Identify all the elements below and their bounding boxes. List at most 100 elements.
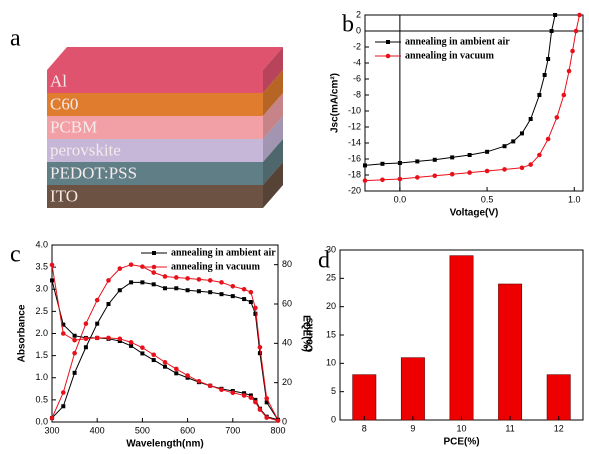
marker [248, 289, 254, 295]
y-tick-label: 2.0 [35, 328, 48, 338]
marker [230, 390, 236, 396]
x-tick-label: 500 [135, 425, 150, 435]
marker [573, 28, 579, 34]
marker [257, 407, 263, 412]
marker [397, 176, 403, 182]
marker [117, 288, 122, 293]
y-tick-label: 4.0 [35, 239, 48, 249]
layer-side [263, 139, 283, 185]
marker [61, 390, 66, 395]
y-tick-label: -12 [348, 121, 361, 131]
y-tick-label: 1.0 [35, 372, 48, 382]
marker [61, 331, 66, 336]
marker [257, 344, 263, 350]
marker [140, 351, 145, 356]
y-tick-label: 3.0 [35, 284, 48, 294]
x-axis-label: Voltage(V) [450, 208, 499, 219]
marker [83, 321, 89, 326]
marker [363, 163, 367, 168]
marker [219, 387, 224, 392]
y-tick-label: 2.5 [35, 306, 48, 316]
marker [151, 358, 156, 363]
y-tick-label: 10 [326, 358, 336, 368]
x-tick-label: 300 [44, 425, 59, 435]
y-tick-label: 0.5 [35, 394, 48, 404]
marker [554, 115, 560, 120]
y-tick-label: -18 [348, 169, 361, 179]
marker [380, 161, 385, 166]
marker [129, 343, 134, 348]
x-tick-label: 8 [362, 423, 367, 433]
x-tick-label: 9 [410, 423, 415, 433]
x-axis-label: PCE(%) [443, 437, 479, 448]
marker [128, 340, 134, 345]
x-axis-label: Wavelength(nm) [126, 439, 203, 450]
marker [537, 152, 542, 158]
layer-label: PCBM [50, 117, 97, 136]
marker [432, 173, 438, 179]
layer-side-shade [263, 70, 283, 116]
legend-label: annealing in ambient air [171, 247, 276, 258]
marker [61, 404, 66, 409]
y-tick-label: 1.5 [35, 350, 48, 360]
marker [275, 418, 281, 423]
y-tick-label: -4 [353, 57, 361, 67]
marker [61, 322, 66, 327]
layer-label: Al [50, 71, 67, 90]
marker [185, 288, 190, 293]
marker [528, 162, 533, 167]
marker [49, 262, 55, 268]
x-tick-label: 0.0 [394, 194, 407, 204]
panel-label: c [10, 242, 21, 268]
marker [151, 270, 156, 275]
marker [385, 53, 391, 59]
marker [386, 40, 390, 44]
layer-side [263, 162, 283, 208]
layer-side-shade [263, 47, 283, 93]
marker [253, 305, 258, 311]
marker [185, 373, 190, 378]
marker [467, 170, 472, 175]
marker [174, 366, 179, 372]
layer-label: perovskite [50, 140, 121, 159]
layer-side [263, 70, 283, 116]
marker [207, 383, 213, 389]
marker [140, 345, 145, 350]
bar [352, 374, 377, 421]
marker [570, 48, 575, 54]
marker [129, 280, 134, 285]
marker [162, 274, 168, 279]
marker [117, 336, 123, 342]
y-tick-label: -10 [348, 105, 361, 115]
panel-label: b [342, 12, 354, 38]
marker [230, 294, 235, 299]
marker [219, 292, 224, 297]
marker [519, 165, 525, 171]
marker [196, 378, 202, 384]
marker [432, 157, 437, 162]
marker [545, 136, 551, 142]
marker [185, 276, 190, 281]
marker [380, 177, 385, 183]
y-tick-label: -6 [353, 73, 361, 83]
layer-front [47, 93, 263, 116]
legend-label: annealing in vacuum [405, 50, 495, 61]
marker [162, 359, 168, 365]
marker [219, 280, 224, 285]
marker [72, 333, 77, 338]
panel-label: d [318, 248, 330, 274]
marker [151, 264, 157, 270]
marker [577, 12, 582, 18]
marker [95, 321, 100, 326]
layer-front [47, 185, 263, 208]
layer-side [263, 93, 283, 139]
series-line [51, 280, 279, 421]
marker [117, 266, 123, 271]
y-tick-label: -2 [353, 41, 361, 51]
y-tick-label: 20 [326, 301, 336, 311]
layer-side [263, 116, 283, 162]
y2-axis-label: EQE(%) [300, 315, 311, 352]
marker [140, 280, 145, 285]
x-tick-label: 600 [180, 425, 195, 435]
